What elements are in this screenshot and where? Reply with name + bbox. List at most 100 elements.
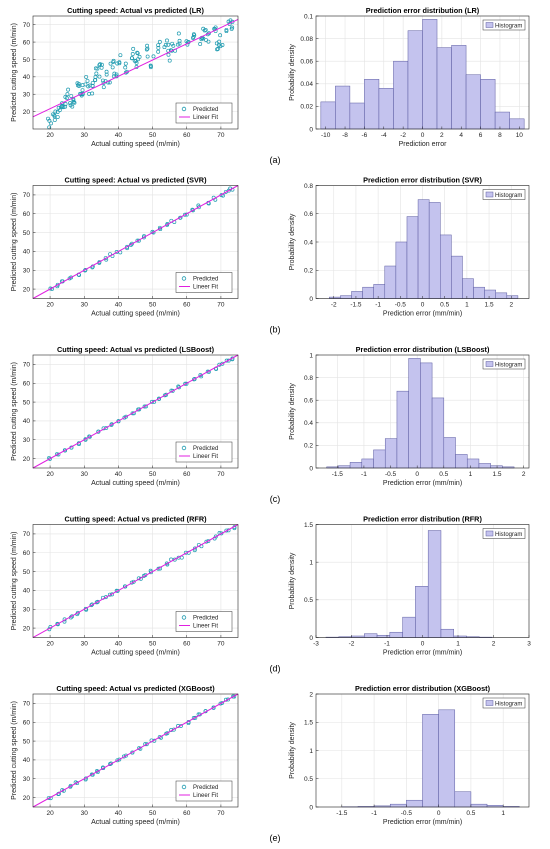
- histogram-bar: [495, 292, 508, 299]
- scatter-point: [177, 38, 182, 43]
- scatter-point: [224, 29, 229, 34]
- x-tick-label: 70: [217, 471, 225, 478]
- y-tick-label: 0.2: [304, 443, 313, 450]
- x-tick-label: -1.5: [332, 471, 344, 478]
- scatter-point: [207, 31, 211, 36]
- scatter-point: [117, 757, 122, 762]
- histogram-bar: [451, 45, 467, 130]
- y-tick-label: 0.8: [304, 375, 313, 382]
- histogram-bar: [454, 791, 472, 808]
- scatter-point: [134, 60, 139, 65]
- scatter-point: [135, 50, 140, 55]
- y-tick-label: 0.08: [300, 36, 313, 43]
- legend-label: Lineer Fit: [193, 793, 218, 799]
- scatter-point: [184, 39, 189, 44]
- y-tick-label: 30: [23, 607, 31, 614]
- x-axis-label: Actual cutting speed (m/min): [91, 480, 180, 487]
- y-tick-label: 40: [23, 418, 31, 425]
- histogram-bar: [407, 30, 423, 130]
- scatter-point: [69, 275, 74, 280]
- y-tick-label: 0.02: [300, 104, 313, 111]
- histogram-bar: [509, 118, 525, 130]
- legend-marker: [181, 276, 187, 281]
- legend: Histogram: [482, 697, 526, 709]
- scatter-chart: 20 30 40 50 60 70 20 30 40 50 60 70 Cutting speed: A…: [11, 515, 239, 657]
- histogram-bar: [406, 216, 419, 299]
- scatter-point: [172, 557, 177, 562]
- x-tick-label: -1: [384, 641, 390, 648]
- y-axis-label: Predicted cutting speed (m/min): [11, 532, 18, 631]
- scatter-point: [144, 47, 149, 52]
- histogram-bar: [320, 101, 336, 130]
- histogram-bar: [361, 458, 374, 469]
- legend: Histogram: [482, 189, 526, 200]
- x-tick-label: 1: [465, 302, 469, 309]
- scatter-point: [171, 43, 176, 48]
- histogram-bar: [389, 803, 407, 808]
- legend-swatch: [485, 191, 494, 198]
- chart-title: Cutting speed: Actual vs predicted (XGBo…: [56, 684, 215, 693]
- x-tick-label: 50: [149, 641, 157, 648]
- x-tick-label: 0.5: [466, 810, 475, 817]
- scatter-point: [60, 101, 64, 106]
- chart-title: Prediction error distribution (LR): [366, 6, 480, 15]
- axes-box: [32, 15, 239, 130]
- legend-label: Lineer Fit: [193, 454, 218, 460]
- scatter-point: [164, 392, 169, 397]
- histogram-bar: [395, 241, 408, 299]
- scatter-point: [125, 244, 130, 249]
- scatter-point: [75, 81, 80, 86]
- scatter-point: [144, 742, 149, 747]
- scatter-point: [165, 222, 170, 227]
- histogram-bar: [349, 102, 365, 130]
- legend-swatch: [485, 361, 494, 367]
- y-tick-label: 20: [23, 109, 31, 116]
- legend-box: [175, 611, 233, 632]
- scatter-point: [226, 697, 230, 702]
- scatter-point: [166, 42, 171, 47]
- histogram-bar: [484, 289, 496, 299]
- legend-marker: [181, 784, 187, 790]
- scatter-point: [220, 43, 225, 47]
- y-tick-label: 0: [309, 804, 313, 811]
- x-tick-label: 0: [421, 641, 425, 648]
- x-axis-label: Prediction error (mm/min): [383, 311, 462, 318]
- legend-box: [175, 272, 233, 293]
- scatter-point: [85, 78, 90, 83]
- scatter-point: [149, 570, 153, 575]
- scatter-point: [162, 45, 167, 50]
- y-axis-label: Predicted cutting speed (m/min): [11, 23, 18, 122]
- x-tick-label: 40: [115, 810, 123, 817]
- scatter-point: [104, 69, 109, 74]
- scatter-point: [84, 74, 89, 79]
- scatter-point: [131, 46, 136, 51]
- x-tick-label: 8: [498, 132, 502, 139]
- y-tick-label: 40: [23, 74, 31, 81]
- histogram-bar: [440, 628, 454, 638]
- x-tick-label: 20: [46, 132, 54, 139]
- scatter-point: [131, 579, 136, 584]
- histogram-bar: [462, 278, 474, 299]
- histogram-bar: [364, 633, 378, 638]
- histogram-bar: [389, 631, 403, 638]
- scatter-point: [130, 52, 135, 56]
- chart-title: Cutting speed: Actual vs predicted (LSBo…: [57, 345, 215, 354]
- y-tick-label: 60: [23, 39, 31, 46]
- axes-box: [32, 185, 239, 299]
- scatter-point: [176, 31, 181, 36]
- scatter-point: [193, 715, 198, 720]
- histogram-bar: [362, 286, 374, 299]
- scatter-point: [165, 38, 169, 43]
- histogram-bar: [473, 286, 485, 299]
- histogram-bar: [335, 85, 351, 130]
- y-tick-label: 50: [23, 569, 31, 576]
- y-axis-label: Probability density: [289, 383, 296, 440]
- legend-marker: [181, 615, 187, 620]
- chart-title: Cutting speed: Actual vs predicted (LR): [67, 6, 204, 15]
- scatter-point: [228, 18, 233, 23]
- x-tick-label: 40: [115, 132, 123, 139]
- histogram-bar: [466, 458, 480, 469]
- legend: Histogram: [482, 19, 526, 31]
- scatter-point: [193, 546, 197, 551]
- y-tick-label: 0.5: [304, 776, 313, 783]
